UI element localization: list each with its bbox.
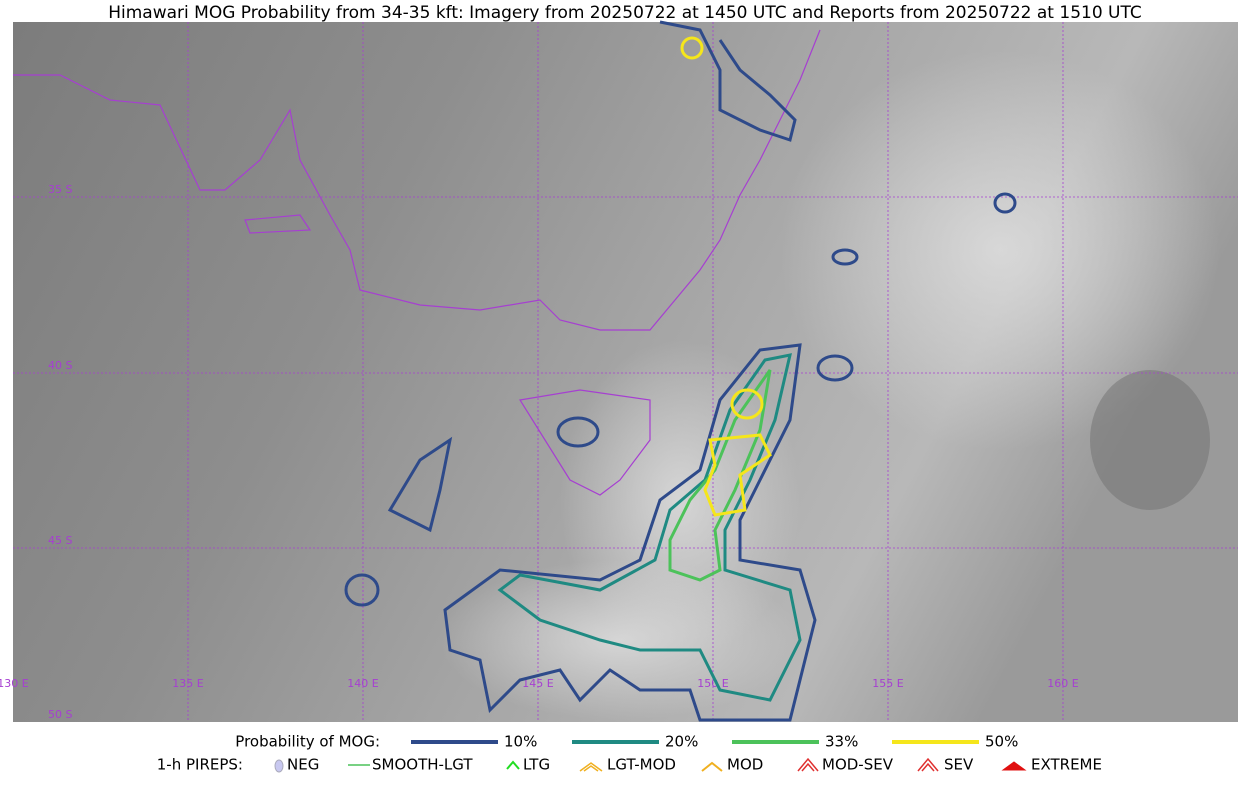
legend-title: Probability of MOG: [235,733,380,751]
legend-symbol [1001,761,1027,771]
longitude-label: 130 E [0,677,29,690]
coastline [13,29,821,331]
longitude-label: 135 E [172,677,203,690]
legend-symbol [274,759,284,773]
coastline [519,389,651,496]
legend-label: 10% [504,733,537,751]
latitude-label: 40 S [48,359,72,372]
contour-10 [659,20,797,142]
contour-10 [556,416,600,448]
contour-20 [497,353,802,702]
contour-10 [387,436,453,533]
map: 35 S 40 S 45 S 50 S 130 E 135 E 140 E 145 E 150 … [0,20,1238,722]
latitude-label: 50 S [48,708,72,721]
contour-10 [993,192,1017,214]
legend-label: NEG [287,756,319,774]
legend-label: MOD-SEV [822,756,894,774]
contour-10 [443,343,817,722]
cloud [780,50,1220,450]
longitude-label: 155 E [872,677,903,690]
legend-label: SEV [944,756,974,774]
legend-title: 1-h PIREPS: [157,756,243,774]
longitude-label: 150 E [697,677,728,690]
legend-label: 20% [665,733,698,751]
legend-symbol [701,761,723,772]
legend-label: 33% [825,733,858,751]
contour-50 [730,388,764,420]
title: Himawari MOG Probability from 34-35 kft:… [108,3,1142,23]
graticule: 35 S 40 S 45 S 50 S 130 E 135 E 140 E 145 E 150 … [0,22,1238,722]
legend-symbol [506,760,520,770]
legend-label: LGT-MOD [607,756,676,774]
contour-10 [816,354,854,382]
latitude-label: 45 S [48,534,72,547]
legend-label: 50% [985,733,1018,751]
coastline [244,214,312,234]
contour-50 [703,433,772,517]
contour-50 [680,36,704,60]
dry-slot [1090,370,1210,510]
contour-10 [344,573,380,607]
legend-label: SMOOTH-LGT [372,756,473,774]
contour-10 [831,248,859,266]
legend-label: EXTREME [1031,756,1102,774]
legend-symbol [917,757,939,772]
cloud [440,560,800,720]
legend-label: LTG [523,756,550,774]
legend-label: MOD [727,756,763,774]
latitude-label: 35 S [48,183,72,196]
legend: Probability of MOG: 10% 20% 33% 50% 1-h … [157,733,1102,774]
longitude-label: 145 E [522,677,553,690]
legend-symbol [797,757,819,772]
longitude-label: 160 E [1047,677,1078,690]
contours [344,20,1017,722]
longitude-label: 140 E [347,677,378,690]
legend-symbol [579,762,603,772]
